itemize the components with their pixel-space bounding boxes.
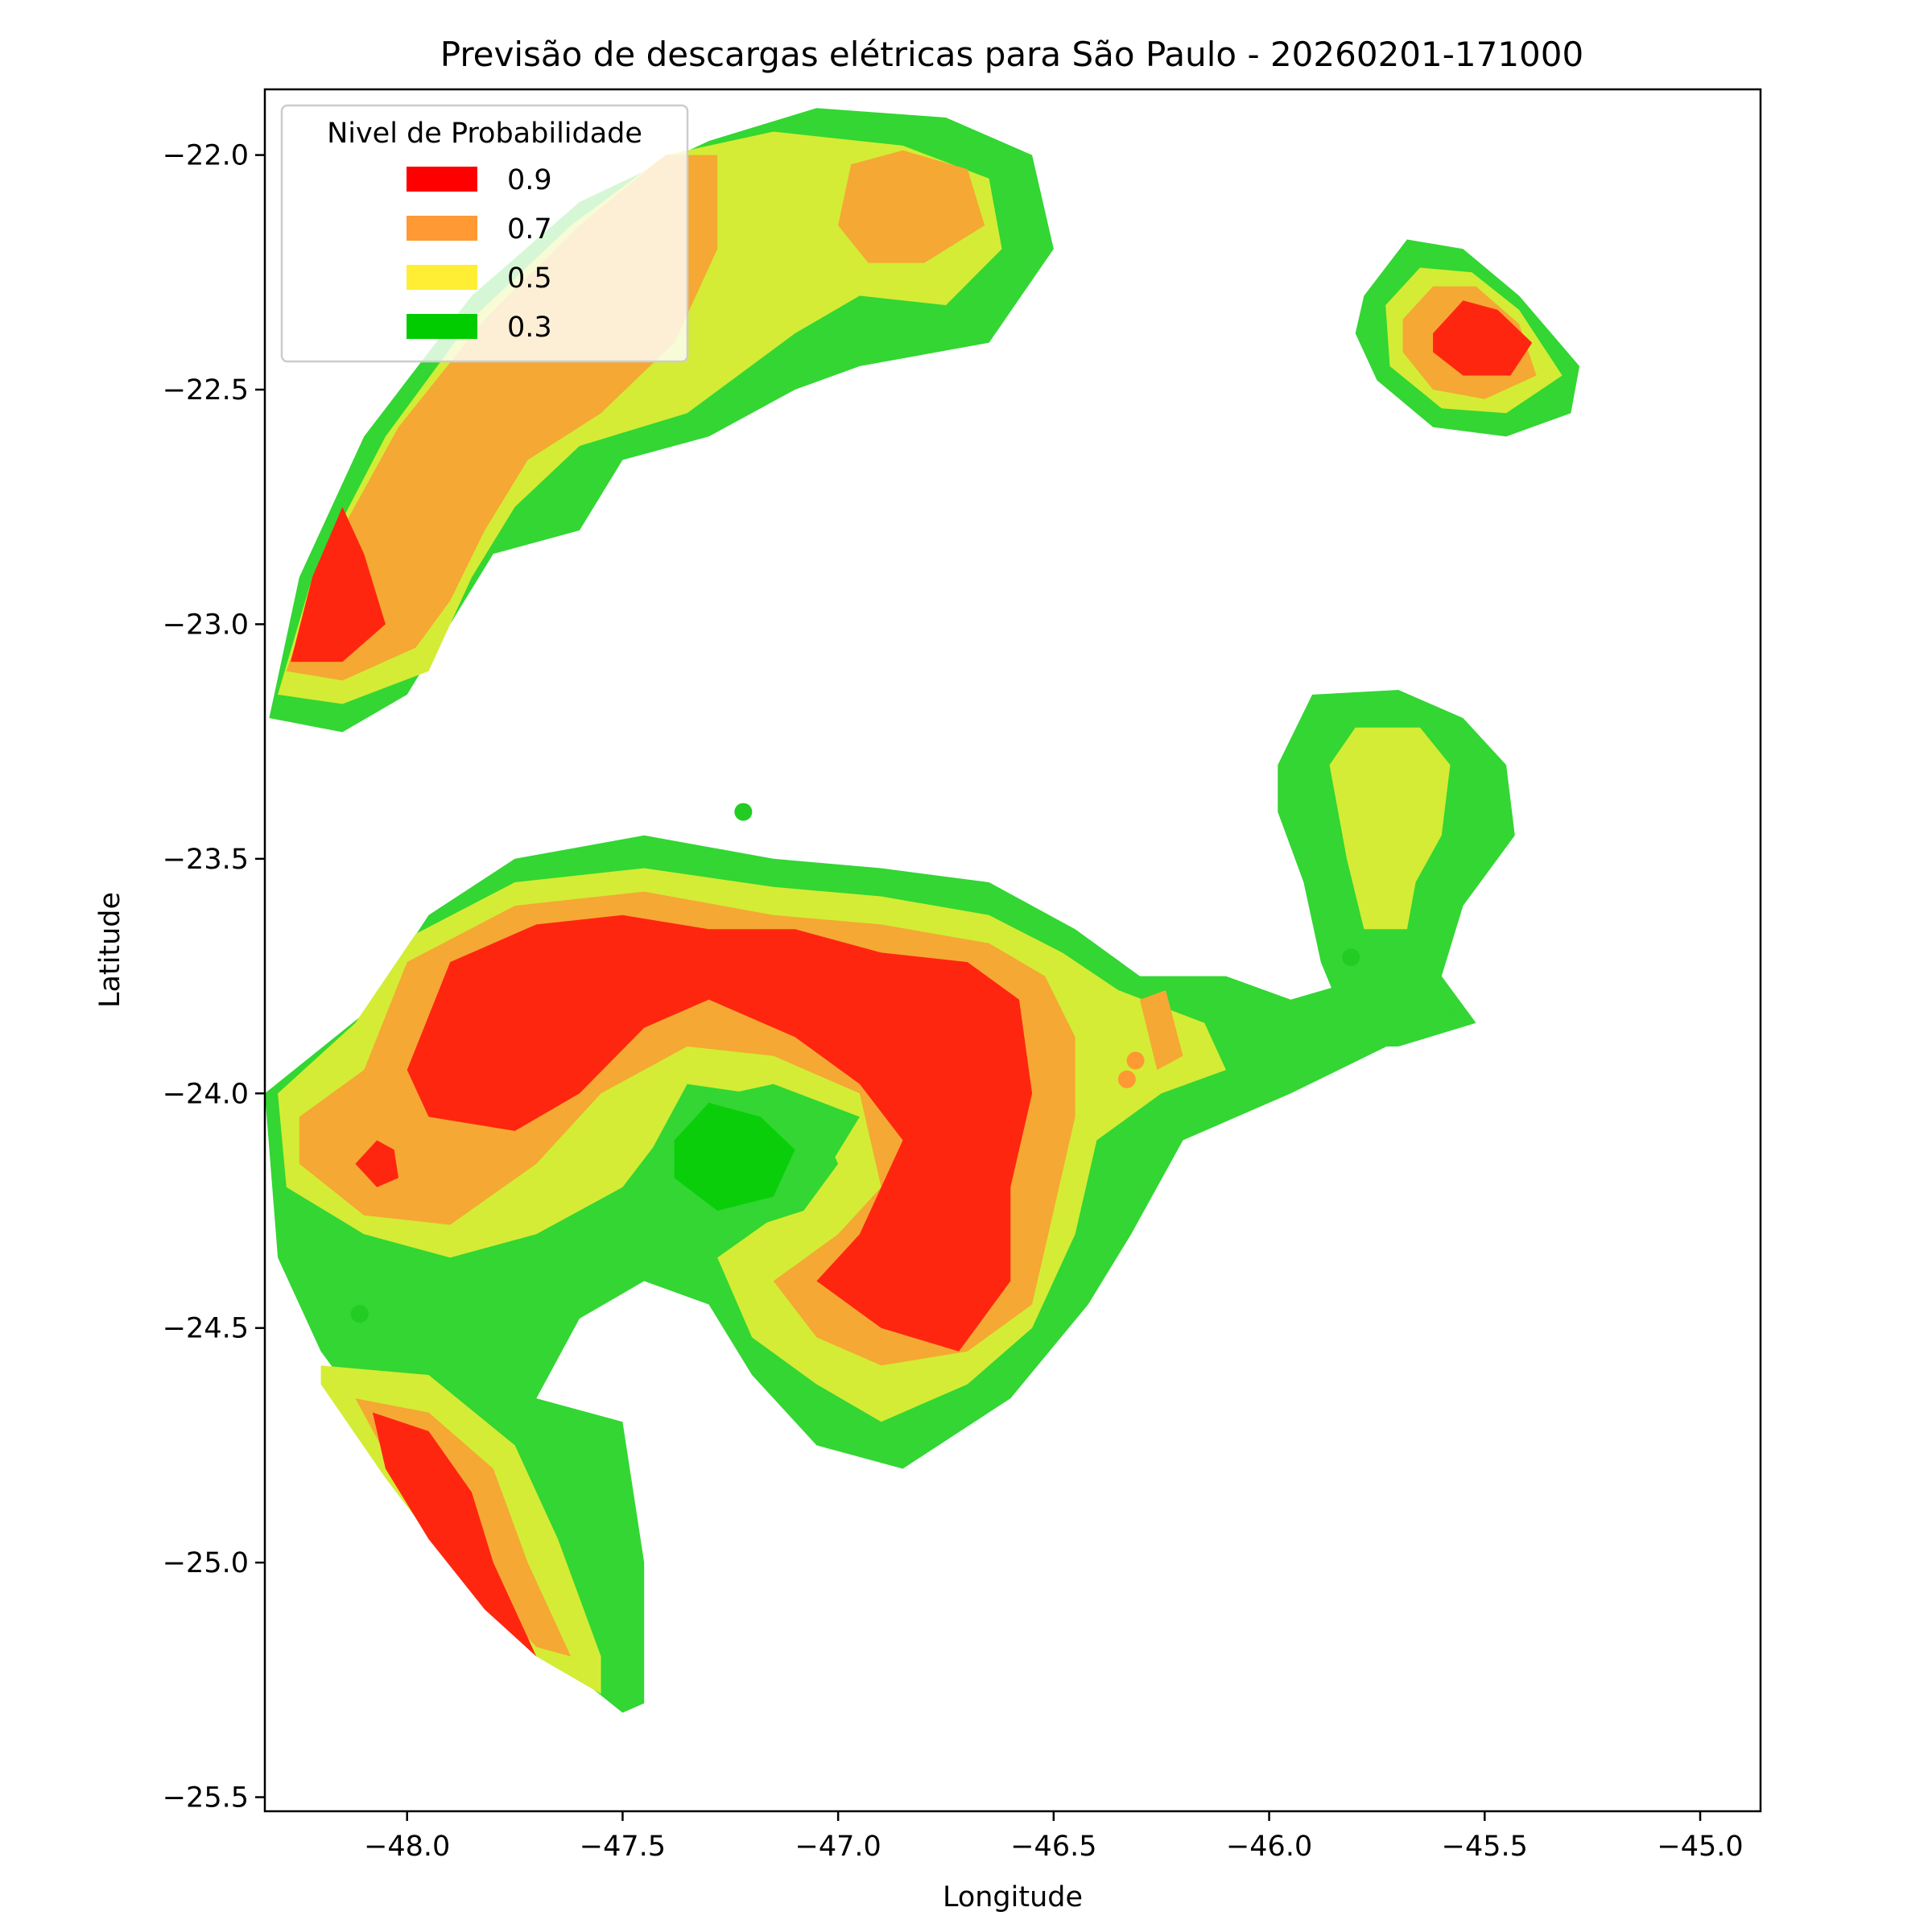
legend: Nivel de Probabilidade 0.9 0.7 0.5 0.3 — [280, 104, 689, 363]
chart-title: Previsão de descargas elétricas para São… — [440, 35, 1583, 74]
legend-title: Nivel de Probabilidade — [327, 118, 642, 150]
legend-swatch — [407, 216, 477, 241]
legend-swatch — [407, 167, 477, 192]
contour-band-red — [407, 914, 1033, 1352]
x-axis: −48.0 −47.5 −47.0 −46.5 −46.0 −45.5 −45.0 — [364, 1811, 1744, 1863]
contour-band-red — [372, 1412, 537, 1657]
x-axis-label: Longitude — [943, 1881, 1083, 1913]
marker-point — [734, 803, 753, 821]
region-northwest-orange-blob — [838, 150, 985, 263]
marker-point — [1126, 1051, 1145, 1070]
region-northeast-cell — [1355, 239, 1580, 437]
y-axis: −22.0 −22.5 −23.0 −23.5 −24.0 −24.5 −25.0 −25.5 — [163, 140, 265, 1814]
contour-band-orange — [1140, 990, 1183, 1071]
region-central-core-green — [644, 1084, 839, 1235]
y-axis-label: Latitude — [94, 892, 126, 1008]
x-tick-label: −47.5 — [580, 1831, 666, 1863]
y-tick-label: −22.5 — [163, 374, 249, 407]
contour-band-yellow — [1329, 727, 1451, 930]
legend-label: 0.9 — [507, 164, 552, 196]
x-tick-label: −45.5 — [1442, 1831, 1528, 1863]
legend-label: 0.3 — [507, 312, 552, 344]
markers-layer — [350, 803, 1360, 1323]
contour-band-red — [355, 1140, 398, 1187]
contour-band-red — [1433, 300, 1533, 376]
contour-band-core_green — [674, 1102, 795, 1211]
marker-point — [1117, 1070, 1136, 1088]
y-tick-label: −23.5 — [163, 844, 249, 876]
x-tick-label: −46.5 — [1010, 1831, 1096, 1863]
y-tick-label: −24.5 — [163, 1313, 249, 1345]
y-tick-label: −25.0 — [163, 1547, 249, 1579]
legend-swatch — [407, 265, 477, 290]
region-east-small-orange — [1140, 990, 1183, 1071]
y-tick-label: −23.0 — [163, 609, 249, 641]
marker-point — [350, 1305, 369, 1323]
region-southwest-tail-inner — [320, 1365, 601, 1695]
region-central-system — [265, 835, 1463, 1713]
contour-regions — [265, 108, 1580, 1713]
legend-swatch — [407, 314, 477, 339]
legend-box — [280, 104, 689, 363]
y-tick-label: −22.0 — [163, 140, 249, 172]
marker-point — [1342, 948, 1360, 967]
y-tick-label: −25.5 — [163, 1782, 249, 1814]
x-tick-label: −45.0 — [1657, 1831, 1743, 1863]
contour-band-red — [291, 506, 386, 663]
contour-band-orange — [838, 150, 985, 263]
plot-frame — [263, 88, 1762, 1813]
legend-label: 0.5 — [507, 262, 552, 295]
x-tick-label: −46.0 — [1226, 1831, 1312, 1863]
x-tick-label: −48.0 — [364, 1831, 450, 1863]
y-tick-label: −24.0 — [163, 1078, 249, 1110]
legend-label: 0.7 — [507, 213, 552, 246]
x-tick-label: −47.0 — [795, 1831, 881, 1863]
region-east-cell — [1278, 690, 1515, 1046]
